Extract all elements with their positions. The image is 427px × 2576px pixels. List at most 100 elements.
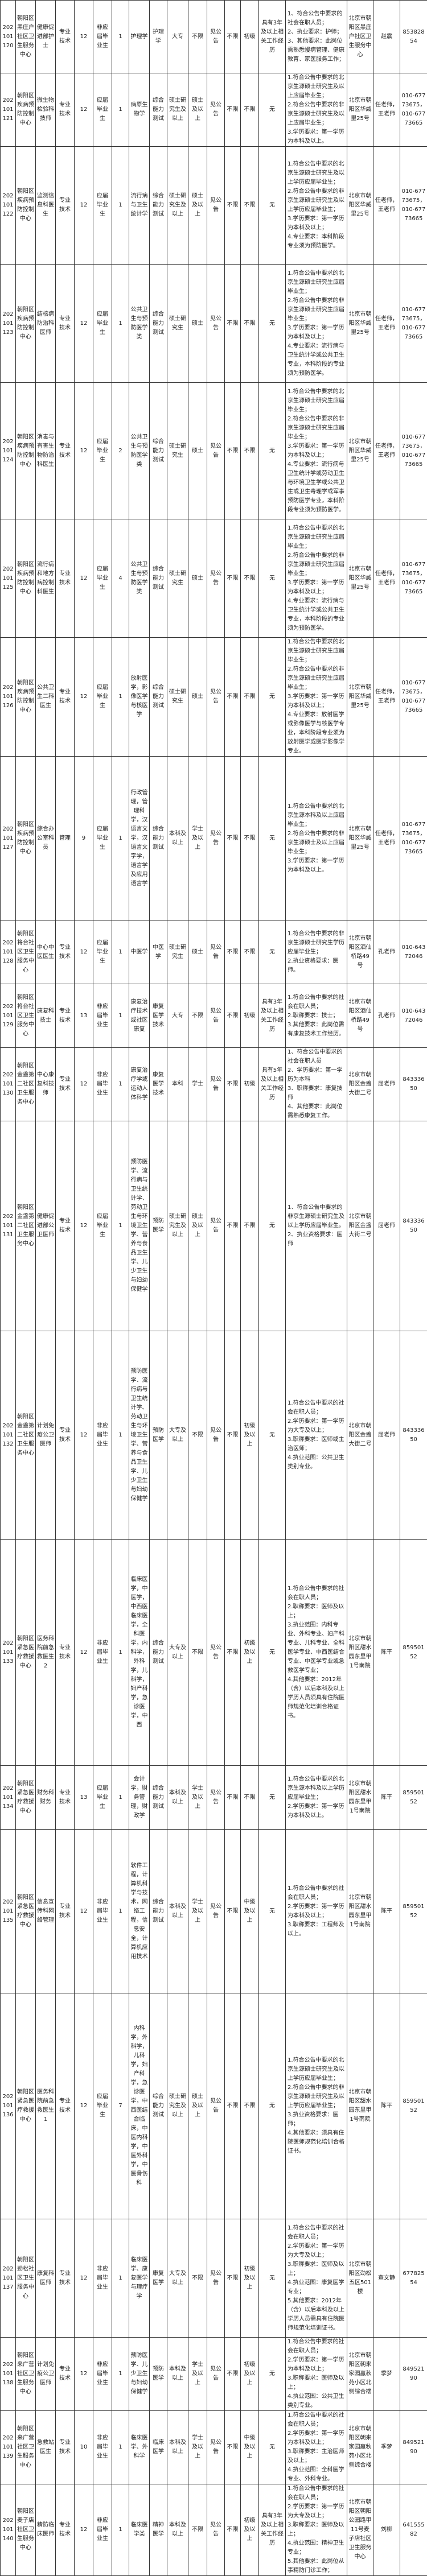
cell-position-code: 202101128: [1, 920, 16, 984]
cell-degree: 不限: [188, 1331, 207, 1540]
cell-level: 12: [75, 1830, 93, 1993]
cell-major: 临床医学、外科学: [129, 2411, 150, 2484]
cell-education: 硕士研究生: [167, 383, 188, 519]
cell-candidate-status: 应届毕业生: [93, 519, 112, 638]
cell-education: 本科及以上: [167, 2411, 188, 2484]
cell-degree: 硕士: [188, 920, 207, 984]
cell-experience: 无: [259, 1331, 286, 1540]
cell-position-name: 中心中医医生: [36, 920, 56, 984]
cell-exam-subject: 综合能力测试: [150, 1766, 167, 1830]
cell-political-status: 见公告: [207, 1540, 225, 1766]
cell-other-requirements: 1.符合公告中要求的北京生源硕士研究生及以上学历应届毕业生； 2.符合公告中要求…: [286, 1993, 347, 2219]
cell-headcount: 1: [112, 1, 129, 73]
cell-exam-subject: 综合能力测试: [150, 1993, 167, 2219]
cell-address: 北京市朝阳区华威里25号: [347, 383, 373, 519]
cell-political-status: 见公告: [207, 73, 225, 147]
cell-contact-person: 刘柳: [373, 2484, 400, 2576]
cell-unit-name: 朝阳区疾病预防控制中心: [16, 265, 36, 383]
cell-candidate-status: 非应届毕业生: [93, 1830, 112, 1993]
cell-exam-subject: 预防医学: [150, 1121, 167, 1331]
cell-exam-subject: 康复医学技术: [150, 1048, 167, 1121]
cell-political-status: 见公告: [207, 147, 225, 265]
cell-exam-subject: 护理学: [150, 1, 167, 73]
cell-experience: 无: [259, 1830, 286, 1993]
cell-experience: 无: [259, 383, 286, 519]
cell-address: 北京市朝阳区华威里25号: [347, 73, 373, 147]
cell-education: 大专及以上: [167, 2219, 188, 2338]
cell-other-requirements: 1.符合公告中要求的社会在职人员； 2.学历要求：第一学历为大专及以上； 3.职…: [286, 2219, 347, 2338]
cell-position-name: 中心康复科技师: [36, 1048, 56, 1121]
cell-education: 硕士研究生及以上: [167, 73, 188, 147]
cell-contact-person: 陈平: [373, 1830, 400, 1993]
cell-title: 不限: [241, 519, 259, 638]
cell-phone: 85950152: [400, 1766, 427, 1830]
cell-age: 不限: [225, 1830, 241, 1993]
cell-position-name: 监测信息科医生: [36, 147, 56, 265]
cell-major: 临床医学，中医学，中西医临床医学，全科医学，内科学，外科学，儿科学，妇产科学，急…: [129, 1540, 150, 1766]
cell-headcount: 1: [112, 2338, 129, 2411]
cell-contact-person: 任老师，王老师: [373, 73, 400, 147]
cell-political-status: 见公告: [207, 638, 225, 757]
cell-exam-subject: 预防医学: [150, 1331, 167, 1540]
cell-position-code: 202101132: [1, 1331, 16, 1540]
cell-headcount: 1: [112, 1766, 129, 1830]
cell-headcount: 1: [112, 2484, 129, 2576]
cell-age: 不限: [225, 2411, 241, 2484]
cell-unit-name: 朝阳区金盏第二社区卫生服务中心: [16, 1048, 36, 1121]
cell-education: 本科及以上: [167, 2338, 188, 2411]
cell-experience: 无: [259, 147, 286, 265]
cell-unit-name: 朝阳区将台社区卫生服务中心: [16, 920, 36, 984]
cell-position-name: 综合办公室科员: [36, 757, 56, 920]
cell-age: 不限: [225, 1048, 241, 1121]
cell-candidate-status: 应届毕业生: [93, 638, 112, 757]
cell-phone: 84333650: [400, 1331, 427, 1540]
cell-age: 不限: [225, 1331, 241, 1540]
cell-phone: 010-67773675，010-67773665: [400, 519, 427, 638]
cell-position-name: 微生物检验科技师: [36, 73, 56, 147]
cell-major: 康复治疗技术或社区康复: [129, 984, 150, 1048]
cell-headcount: 1: [112, 920, 129, 984]
cell-title: 初级及以上: [241, 2484, 259, 2576]
cell-education: 本科及以上: [167, 2484, 188, 2576]
cell-experience: 无: [259, 920, 286, 984]
cell-degree: 不限: [188, 1540, 207, 1766]
cell-age: 不限: [225, 519, 241, 638]
cell-exam-subject: 综合能力测试: [150, 519, 167, 638]
cell-age: 不限: [225, 1121, 241, 1331]
cell-other-requirements: 1.符合公告中要求的北京生源硕士研究生应届毕业生； 2.符合公告中要求的非京生源…: [286, 519, 347, 638]
cell-major: 公共卫生与预防医学类: [129, 383, 150, 519]
cell-other-requirements: 1.符合公告中要求的社会在职人员； 2.学历要求：第一学历为本科及以上； 3.职…: [286, 2338, 347, 2411]
cell-education: 大专: [167, 984, 188, 1048]
cell-title: 不限: [241, 1993, 259, 2219]
cell-phone: 010-67773675，010-67773665: [400, 265, 427, 383]
cell-exam-subject: 精神医学: [150, 2484, 167, 2576]
cell-headcount: 1: [112, 1331, 129, 1540]
cell-other-requirements: 1、符合公告中要求的社会在职人员； 2、执业要求：护师； 3、其他要求：此岗位需…: [286, 1, 347, 73]
cell-address: 北京市朝阳区黑庄户社区卫生服务中心: [347, 1, 373, 73]
cell-position-name: 健康促进部护士: [36, 1, 56, 73]
cell-political-status: 见公告: [207, 2338, 225, 2411]
cell-age: 不限: [225, 265, 241, 383]
cell-degree: 硕士: [188, 265, 207, 383]
cell-address: 北京市朝阳区华威里25号: [347, 638, 373, 757]
cell-headcount: 1: [112, 1048, 129, 1121]
cell-position-type: 专业技术: [56, 1048, 75, 1121]
cell-major: 病原生物学: [129, 73, 150, 147]
cell-education: 硕士研究生: [167, 265, 188, 383]
cell-position-code: 202101140: [1, 2484, 16, 2576]
cell-unit-name: 朝阳区金盏第二社区卫生服务中心: [16, 1331, 36, 1540]
cell-other-requirements: 1.符合公告中要求的北京生源硕士研究生应届毕业生； 2.符合公告中要求的非京生源…: [286, 638, 347, 757]
cell-title: 不限: [241, 265, 259, 383]
cell-level: 9: [75, 757, 93, 920]
cell-unit-name: 朝阳区疾病预防控制中心: [16, 383, 36, 519]
cell-position-name: 计划免疫公卫医师: [36, 1331, 56, 1540]
cell-title: 不限: [241, 147, 259, 265]
cell-candidate-status: 非应届毕业生: [93, 1540, 112, 1766]
cell-contact-person: 查文静: [373, 2219, 400, 2338]
